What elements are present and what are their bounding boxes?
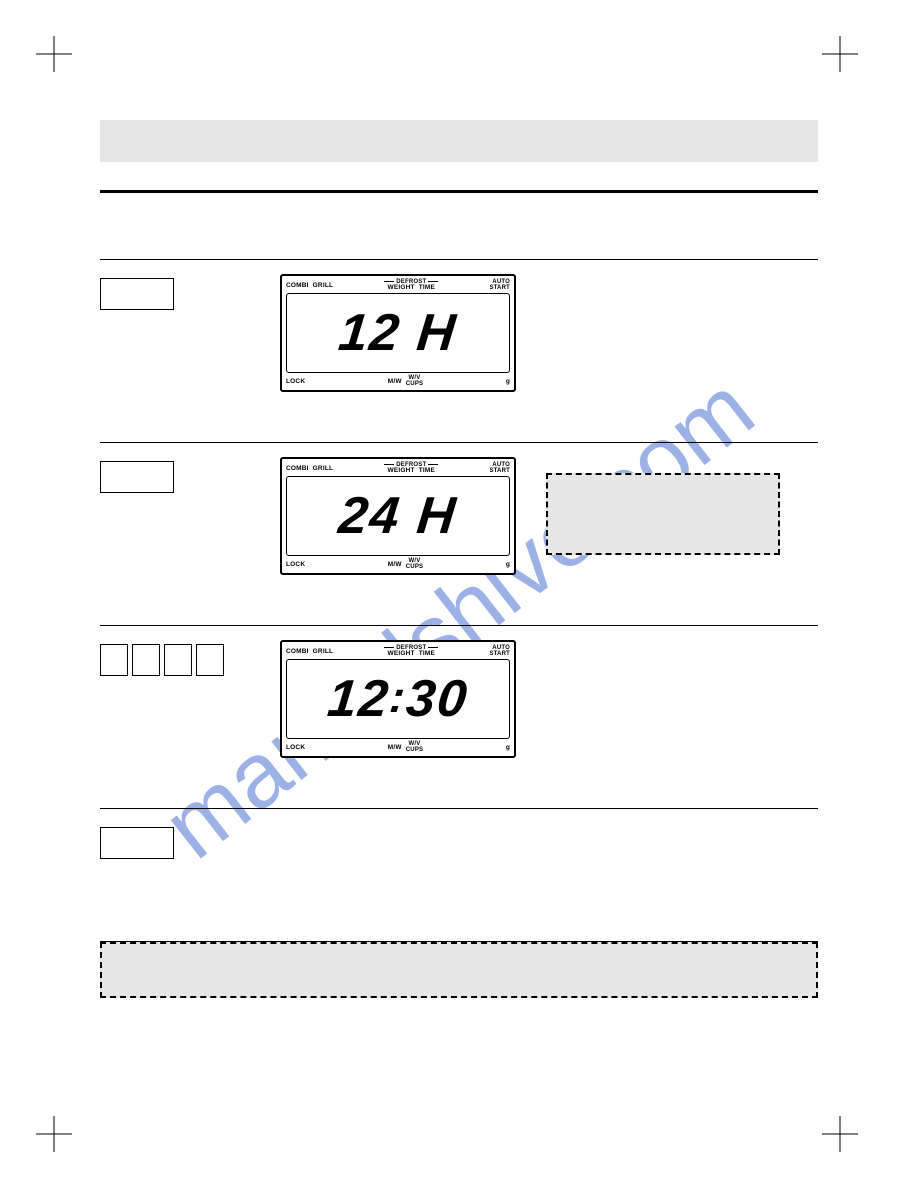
crop-mark-icon — [36, 36, 72, 72]
lcd-label: TIME — [419, 285, 435, 292]
lcd-label: START — [489, 468, 510, 474]
lcd-label: M/W — [388, 378, 402, 385]
lcd-label: COMBI — [286, 648, 309, 655]
step-row — [100, 809, 818, 901]
lcd-label: g — [506, 744, 510, 751]
key-box — [100, 644, 128, 676]
lcd-label: START — [489, 285, 510, 291]
key-box — [100, 278, 174, 310]
note-box — [546, 473, 780, 555]
lcd-label: g — [506, 378, 510, 385]
key-group — [100, 640, 250, 676]
key-box — [132, 644, 160, 676]
lcd-label: WEIGHT — [388, 285, 415, 292]
lcd-label: CUPS — [406, 564, 423, 570]
lcd-label: GRILL — [313, 282, 334, 289]
lcd-label: CUPS — [406, 381, 423, 387]
key-box — [100, 461, 174, 493]
lcd-value: 12 H — [336, 307, 459, 359]
lcd-label: CUPS — [406, 747, 423, 753]
note-box — [100, 942, 818, 998]
step-row: COMBI GRILL DEFROST WEIGHTTIME AUTOSTART… — [100, 260, 818, 442]
key-box — [164, 644, 192, 676]
lcd-label: WEIGHT — [388, 651, 415, 658]
lcd-label: COMBI — [286, 465, 309, 472]
lcd-label: GRILL — [313, 465, 334, 472]
lcd-display: COMBI GRILL DEFROST WEIGHTTIME AUTOSTART… — [280, 274, 516, 392]
lcd-label: WEIGHT — [388, 468, 415, 475]
crop-mark-icon — [36, 1116, 72, 1152]
lcd-value: 12:30 — [325, 673, 471, 725]
content-area: COMBI GRILL DEFROST WEIGHTTIME AUTOSTART… — [100, 120, 818, 998]
lcd-label: COMBI — [286, 282, 309, 289]
lcd-label: M/W — [388, 744, 402, 751]
lcd-label: LOCK — [286, 561, 305, 568]
lcd-label: LOCK — [286, 378, 305, 385]
lcd-display: COMBI GRILL DEFROST WEIGHTTIME AUTOSTART… — [280, 640, 516, 758]
key-box — [196, 644, 224, 676]
crop-mark-icon — [822, 36, 858, 72]
page: manualshive.com COMBI GRILL DEFROS — [0, 0, 918, 1188]
lcd-label: START — [489, 651, 510, 657]
key-group — [100, 274, 250, 310]
lcd-label: LOCK — [286, 744, 305, 751]
lcd-label: TIME — [419, 468, 435, 475]
lcd-label: TIME — [419, 651, 435, 658]
key-group — [100, 457, 250, 493]
step-row: COMBI GRILL DEFROST WEIGHTTIME AUTOSTART… — [100, 626, 818, 808]
key-group — [100, 823, 250, 859]
key-box — [100, 827, 174, 859]
crop-mark-icon — [822, 1116, 858, 1152]
lcd-label: GRILL — [313, 648, 334, 655]
title-bar — [100, 120, 818, 162]
lcd-label: g — [506, 561, 510, 568]
lcd-display: COMBI GRILL DEFROST WEIGHTTIME AUTOSTART… — [280, 457, 516, 575]
lcd-value: 24 H — [336, 490, 459, 542]
lcd-label: M/W — [388, 561, 402, 568]
step-row: COMBI GRILL DEFROST WEIGHTTIME AUTOSTART… — [100, 443, 818, 625]
